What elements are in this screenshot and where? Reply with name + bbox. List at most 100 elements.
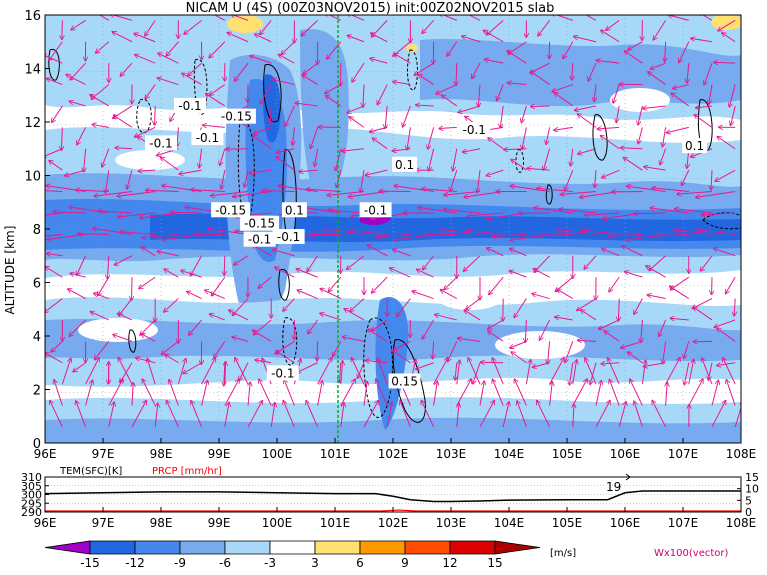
wind-vector	[510, 249, 527, 257]
wind-vector	[595, 381, 601, 406]
colorbar-unit: [m/s]	[550, 548, 576, 559]
wind-vector	[108, 402, 114, 428]
left-tick-label: 310	[21, 471, 42, 484]
y-tick-label: 2	[33, 384, 41, 399]
wind-vector	[342, 149, 365, 151]
wind-vector	[435, 315, 457, 321]
y-axis-label: ALTITUDE [km]	[3, 226, 17, 315]
y-tick-label: 0	[33, 437, 41, 452]
wind-vector	[584, 255, 597, 269]
wind-vector	[234, 255, 249, 265]
wind-vector	[135, 55, 156, 64]
wind-vector	[255, 34, 272, 43]
wind-vector	[537, 401, 551, 428]
wind-vector	[448, 341, 458, 361]
wind-vector	[472, 62, 481, 78]
wind-vector	[376, 379, 388, 406]
wind-vector	[302, 207, 341, 214]
wind-vector	[189, 319, 202, 335]
wind-vector	[136, 358, 156, 364]
wind-vector	[711, 170, 712, 189]
wind-vector	[132, 383, 133, 406]
wind-vector	[609, 380, 620, 406]
wind-vector	[698, 15, 713, 21]
x-tick-label: 102E	[378, 447, 409, 461]
wind-vector	[701, 213, 736, 215]
wind-vector	[135, 126, 156, 137]
wind-vector	[115, 148, 133, 149]
wind-vector	[372, 20, 388, 36]
wind-vector	[447, 41, 458, 56]
wind-vector	[656, 234, 689, 235]
wind-vector	[569, 362, 574, 385]
wind-vector	[347, 36, 365, 43]
wind-vector	[436, 84, 458, 94]
wind-vector	[61, 358, 70, 385]
wind-vector	[98, 211, 133, 213]
wind-vector	[554, 126, 573, 130]
wind-vector	[565, 341, 574, 362]
wind-vector	[329, 276, 342, 291]
wind-vector	[77, 127, 87, 144]
wind-vector	[515, 379, 527, 406]
wind-vector	[45, 267, 63, 278]
wind-vector	[692, 298, 713, 309]
wind-vector	[310, 127, 319, 148]
wind-vector	[554, 93, 574, 107]
wind-vector	[417, 269, 434, 278]
x-tick-label: 96E	[34, 516, 57, 530]
wind-vector	[671, 276, 690, 289]
wind-vector	[284, 379, 295, 406]
x-tick-label: 98E	[150, 516, 173, 530]
wind-vector	[423, 255, 434, 270]
wind-vector	[233, 298, 249, 316]
wind-vector	[224, 255, 225, 275]
wind-vector	[455, 362, 457, 380]
wind-vector	[249, 169, 272, 173]
x-axis: 96E 97E 98E 99E 100E 101E 102E 103E 104E 105E 106E…	[34, 438, 756, 461]
wind-vector	[78, 234, 109, 235]
wind-vector	[493, 379, 504, 406]
wind-vector	[694, 115, 713, 128]
wind-vector	[634, 298, 643, 315]
wind-vector	[154, 403, 158, 428]
wind-vector	[729, 84, 736, 107]
wind-vector	[559, 209, 597, 214]
wind-vector	[392, 350, 411, 364]
x-tick-label: 101E	[320, 516, 351, 530]
wind-vector	[157, 251, 179, 257]
wind-vector	[191, 255, 203, 276]
wind-vector	[85, 380, 93, 406]
contour-label-box	[211, 202, 251, 218]
contour-label-box	[388, 373, 421, 389]
wind-vector	[326, 96, 342, 107]
wind-vector	[561, 191, 597, 195]
wind-vectors	[45, 15, 741, 428]
wind-vector	[570, 148, 572, 166]
wind-vector	[618, 402, 626, 428]
wind-vector	[85, 358, 99, 385]
wind-vector	[71, 19, 86, 29]
wind-vector	[140, 319, 156, 335]
wind-vector	[572, 63, 573, 80]
wind-vector	[179, 169, 202, 174]
wind-vector	[315, 148, 319, 166]
contour-label-box	[145, 135, 177, 151]
wind-vector	[166, 41, 179, 56]
contour-label: -0.1	[271, 366, 294, 380]
wind-vector	[224, 403, 229, 428]
wind-vector	[120, 62, 133, 76]
wind-vector	[717, 137, 736, 150]
wind-vector	[497, 84, 504, 101]
x-tick-label: 105E	[552, 516, 583, 530]
x-tick-label: 102E	[378, 516, 409, 530]
wind-vector	[549, 382, 553, 406]
wind-vector	[649, 255, 666, 271]
contour-label: -0.1	[462, 123, 485, 137]
wind-vector	[108, 255, 109, 279]
wind-vector	[701, 255, 713, 271]
wind-vector	[726, 380, 736, 406]
contour-label-box	[272, 229, 305, 245]
wind-vector	[283, 298, 295, 311]
wind-vector	[333, 341, 342, 356]
